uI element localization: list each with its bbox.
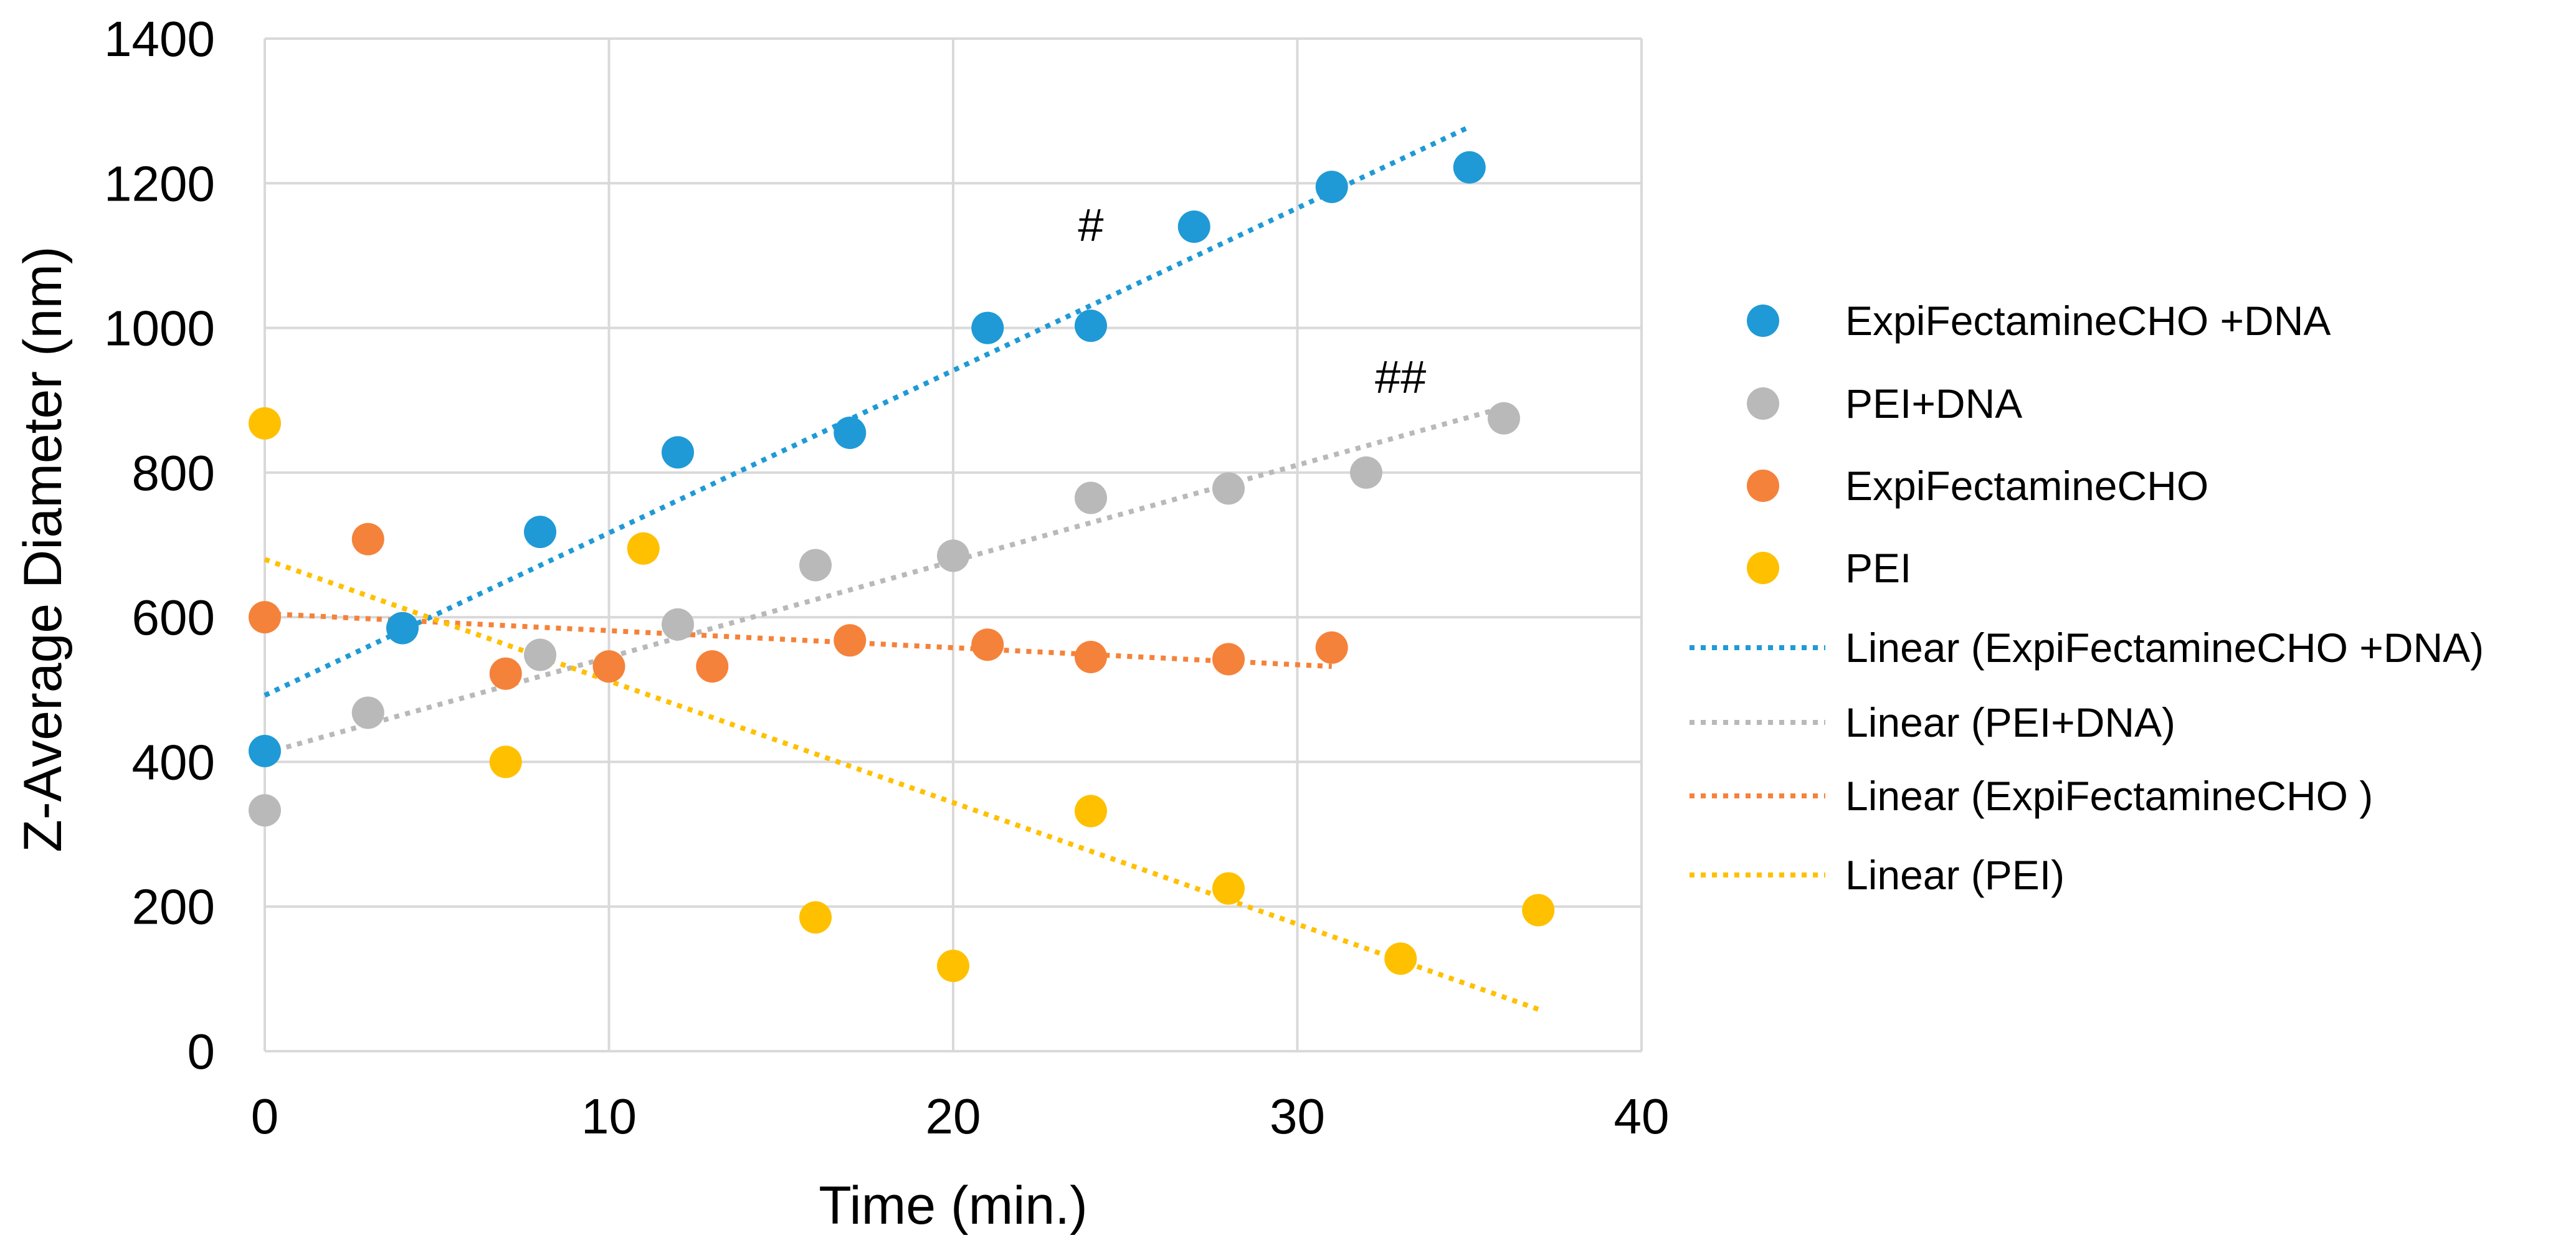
data-point-s0-0 [249, 735, 281, 768]
data-point-s2-1 [351, 522, 384, 555]
data-point-s0-9 [1453, 151, 1486, 184]
y-tick-label: 200 [132, 879, 215, 935]
data-point-s1-9 [1488, 402, 1520, 435]
trendline-2 [264, 611, 1332, 669]
legend-marker [1747, 305, 1779, 337]
data-point-s3-8 [1522, 894, 1555, 927]
legend-label: PEI [1845, 545, 1911, 591]
x-tick-label: 20 [926, 1089, 981, 1144]
data-point-s1-5 [937, 539, 969, 572]
trendlines [264, 125, 1539, 1012]
data-point-s0-8 [1315, 171, 1348, 204]
data-point-s3-0 [249, 407, 281, 440]
legend-label: Linear (ExpiFectamineCHO ) [1845, 773, 2373, 819]
data-point-s0-2 [524, 516, 556, 549]
annotations: ### [1078, 199, 1426, 403]
legend-label: Linear (PEI) [1845, 852, 2065, 898]
data-point-s3-7 [1384, 942, 1417, 975]
data-point-s3-2 [627, 532, 660, 565]
data-point-s2-2 [489, 657, 522, 690]
legend-label: Linear (ExpiFectamineCHO +DNA) [1845, 625, 2484, 671]
data-point-s2-5 [834, 624, 867, 657]
legend-marker [1747, 470, 1779, 502]
data-point-s3-6 [1212, 872, 1245, 905]
legend-marker [1747, 552, 1779, 584]
trendline-0 [264, 125, 1471, 698]
data-point-s3-5 [1075, 795, 1107, 828]
data-point-s1-2 [524, 638, 556, 671]
data-point-s3-3 [799, 901, 832, 934]
data-point-s2-9 [1315, 631, 1348, 664]
data-point-s2-7 [1075, 641, 1107, 674]
data-point-s0-7 [1177, 210, 1210, 243]
data-point-s2-0 [249, 601, 281, 634]
y-tick-label: 1400 [104, 11, 215, 67]
x-axis-title: Time (min.) [819, 1176, 1088, 1236]
data-point-s2-8 [1212, 643, 1245, 676]
data-point-s0-6 [1075, 310, 1107, 343]
data-point-s0-4 [834, 416, 867, 449]
data-points [249, 151, 1555, 982]
y-tick-label: 400 [132, 734, 215, 790]
data-point-s2-6 [971, 628, 1004, 661]
legend-label: PEI+DNA [1845, 381, 2022, 427]
data-point-s1-1 [351, 696, 384, 729]
trendline-3 [264, 557, 1539, 1012]
y-tick-label: 0 [188, 1024, 216, 1079]
y-axis-title: Z-Average Diameter (nm) [13, 246, 73, 852]
data-point-s2-3 [592, 650, 625, 683]
data-point-s0-3 [662, 436, 694, 469]
y-tick-label: 800 [132, 445, 215, 501]
legend-marker [1747, 387, 1779, 420]
data-point-s0-5 [971, 311, 1004, 344]
annotation-label: # [1078, 199, 1103, 251]
trendline-1 [264, 405, 1505, 756]
y-tick-label: 1000 [104, 301, 215, 356]
legend-label: ExpiFectamineCHO [1845, 463, 2208, 509]
y-tick-label: 600 [132, 590, 215, 645]
data-point-s0-1 [386, 612, 419, 645]
tick-labels: 0 200 400 600 800 1000 1200 1400 0 10 20 30 40 [104, 11, 1669, 1144]
legend: ExpiFectamineCHO +DNA PEI+DNA ExpiFectamin… [1690, 298, 2484, 898]
data-point-s1-8 [1350, 456, 1382, 489]
legend-label: Linear (PEI+DNA) [1845, 699, 2175, 745]
data-point-s1-4 [799, 549, 832, 582]
data-point-s1-6 [1075, 481, 1107, 514]
data-point-s1-7 [1212, 472, 1245, 505]
data-point-s1-3 [662, 608, 694, 641]
x-tick-label: 0 [251, 1089, 279, 1144]
data-point-s1-0 [249, 794, 281, 827]
legend-label: ExpiFectamineCHO +DNA [1845, 298, 2331, 344]
data-point-s3-4 [937, 949, 969, 982]
x-tick-label: 40 [1614, 1089, 1670, 1144]
data-point-s3-1 [489, 745, 522, 778]
x-tick-label: 30 [1270, 1089, 1325, 1144]
data-point-s2-4 [696, 650, 729, 683]
annotation-label: ## [1375, 351, 1426, 403]
x-tick-label: 10 [581, 1089, 637, 1144]
y-tick-label: 1200 [104, 156, 215, 211]
